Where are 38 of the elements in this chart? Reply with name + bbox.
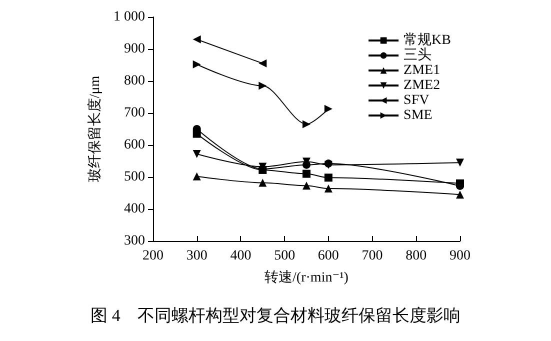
point bbox=[192, 172, 201, 180]
legend-label: ZME1 bbox=[404, 63, 440, 78]
x-tick-label: 200 bbox=[142, 248, 164, 264]
point bbox=[456, 190, 464, 199]
legend-label: 常规KB bbox=[404, 32, 452, 48]
point bbox=[324, 184, 332, 193]
legend-label: SFV bbox=[404, 93, 430, 108]
x-axis-title: 转速/(r·min⁻¹) bbox=[264, 270, 349, 286]
y-tick-label: 300 bbox=[124, 234, 145, 248]
x-tick-label: 900 bbox=[450, 248, 470, 264]
point bbox=[302, 120, 310, 128]
point bbox=[302, 182, 310, 190]
x-tick-label: 500 bbox=[274, 248, 296, 264]
point bbox=[456, 158, 464, 167]
point bbox=[302, 170, 310, 178]
point bbox=[258, 178, 267, 187]
y-tick-label: 800 bbox=[124, 74, 145, 88]
x-tick-label: 400 bbox=[230, 248, 252, 264]
legend-label: 三头 bbox=[404, 47, 432, 63]
y-tick-label: 400 bbox=[124, 202, 145, 216]
point bbox=[192, 150, 201, 158]
point bbox=[192, 60, 201, 68]
point bbox=[258, 82, 267, 90]
x-tick-label: 300 bbox=[186, 248, 208, 264]
point bbox=[324, 104, 332, 113]
y-axis-title: 玻纤保留长度/μm bbox=[87, 76, 104, 182]
y-tick-label: 1 000 bbox=[114, 10, 145, 24]
y-tick-label: 700 bbox=[124, 106, 145, 120]
point bbox=[324, 174, 332, 182]
x-tick-label: 800 bbox=[406, 248, 427, 264]
text: 图 4 不同螺杆构型对复合材料玻纤保留长度影响 bbox=[90, 306, 460, 325]
legend-label: SME bbox=[404, 108, 432, 123]
y-tick-label: 500 bbox=[124, 170, 145, 184]
x-tick-label: 600 bbox=[318, 248, 339, 264]
x-tick-label: 700 bbox=[362, 248, 383, 264]
y-tick-label: 900 bbox=[124, 42, 145, 56]
legend-label: ZME2 bbox=[404, 78, 440, 93]
y-tick-label: 600 bbox=[124, 138, 145, 152]
